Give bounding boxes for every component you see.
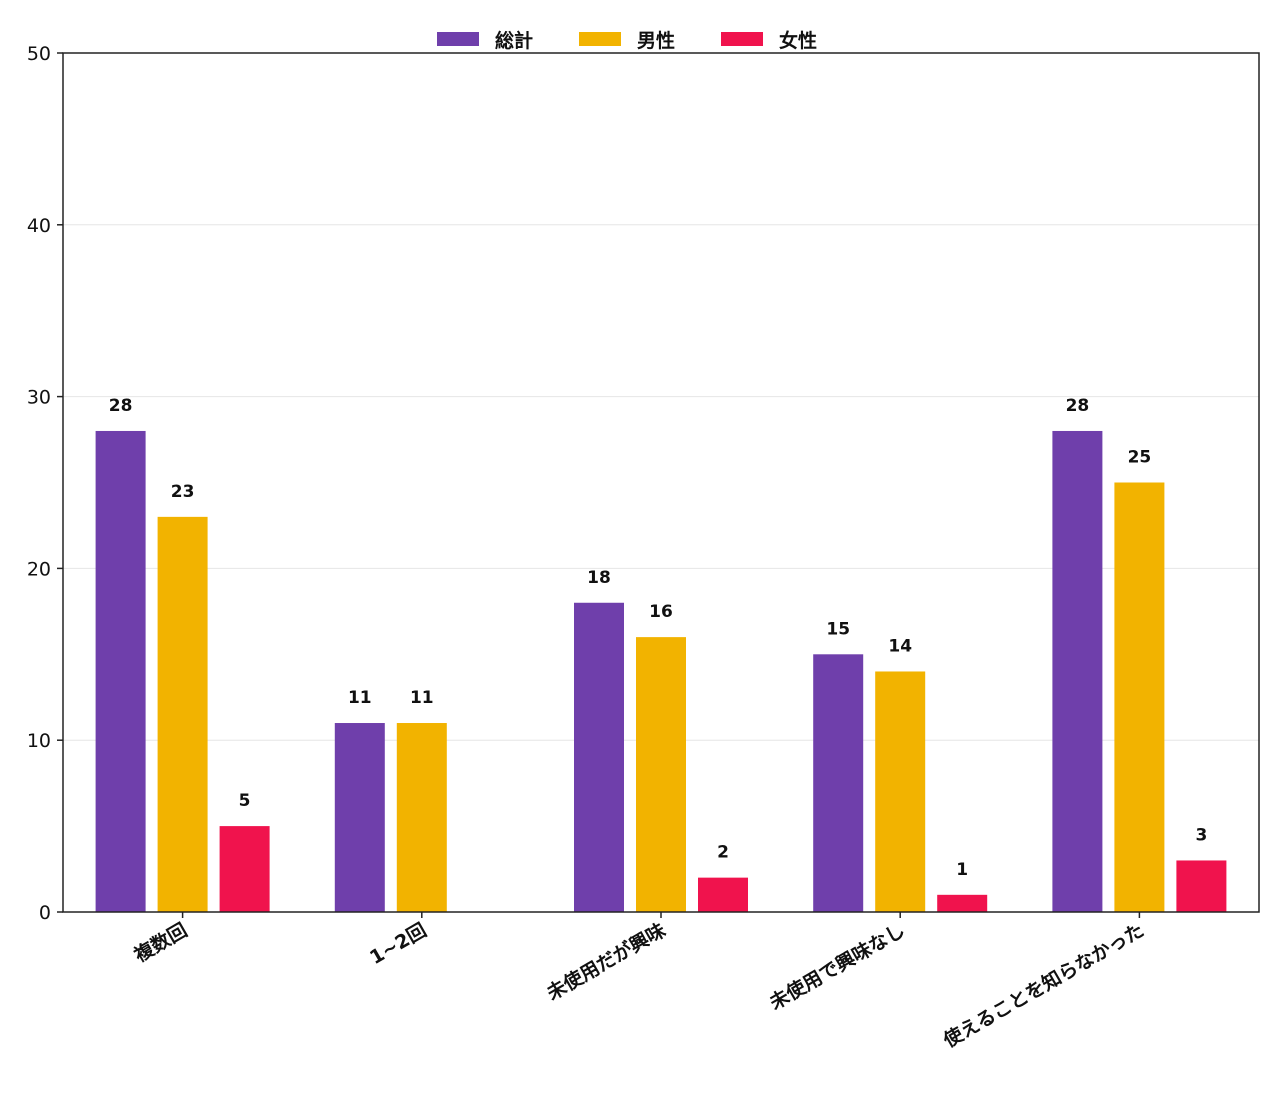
data-label: 28 [1066, 396, 1090, 416]
x-tick-label: 複数回 [129, 918, 191, 967]
data-label: 3 [1195, 825, 1207, 845]
legend-swatch [579, 32, 621, 46]
bar-2-1 [157, 516, 208, 912]
bar-3-4 [937, 894, 988, 912]
y-tick-label: 0 [39, 902, 51, 924]
data-label: 28 [109, 396, 133, 416]
bar-1-3 [574, 602, 624, 912]
data-label: 25 [1128, 448, 1152, 468]
y-tick-label: 40 [27, 215, 51, 237]
legend-label: 男性 [637, 29, 675, 52]
data-label: 5 [239, 791, 251, 811]
data-label: 11 [410, 688, 434, 708]
bar-1-4 [813, 654, 864, 912]
data-label: 16 [649, 602, 673, 622]
bar-3-3 [698, 877, 748, 912]
y-tick-label: 30 [27, 387, 51, 409]
bar-1-2 [334, 723, 385, 912]
x-tick-label: 未使用で興味なし [765, 918, 909, 1014]
data-label: 1 [956, 860, 968, 880]
data-label: 2 [717, 843, 729, 863]
y-axis: 0 10 20 30 40 50 [27, 43, 63, 924]
x-tick-label: 未使用だが興味 [542, 918, 670, 1005]
y-tick-label: 50 [27, 43, 51, 65]
x-tick-label: 1~2回 [366, 919, 430, 969]
bar-2-5 [1114, 482, 1165, 912]
bar-2-2 [396, 723, 447, 912]
x-axis: 複数回 1~2回 未使用だが興味 未使用で興味なし 使えることを知らなかった [129, 912, 1148, 1053]
y-tick-label: 20 [27, 558, 51, 580]
data-label: 23 [171, 482, 195, 502]
y-tick-label: 10 [27, 730, 51, 752]
bar-3-5 [1176, 860, 1227, 912]
bar-1-1 [95, 430, 146, 912]
data-label: 14 [888, 636, 912, 656]
value-labels: 28 23 5 11 11 18 16 2 15 14 1 28 25 3 [109, 396, 1208, 880]
data-label: 18 [587, 568, 611, 588]
bar-1-5 [1052, 430, 1103, 912]
legend-label: 女性 [779, 29, 817, 52]
legend-label: 総計 [495, 29, 533, 52]
data-label: 15 [826, 619, 850, 639]
bar-2-3 [636, 637, 686, 912]
bars [95, 430, 1227, 912]
legend-swatch [721, 32, 763, 46]
data-label: 11 [348, 688, 372, 708]
legend: 総計 男性 女性 [437, 29, 817, 52]
x-tick-label: 使えることを知らなかった [939, 918, 1148, 1052]
bar-3-1 [219, 826, 270, 912]
bar-2-4 [875, 671, 926, 912]
legend-swatch [437, 32, 479, 46]
